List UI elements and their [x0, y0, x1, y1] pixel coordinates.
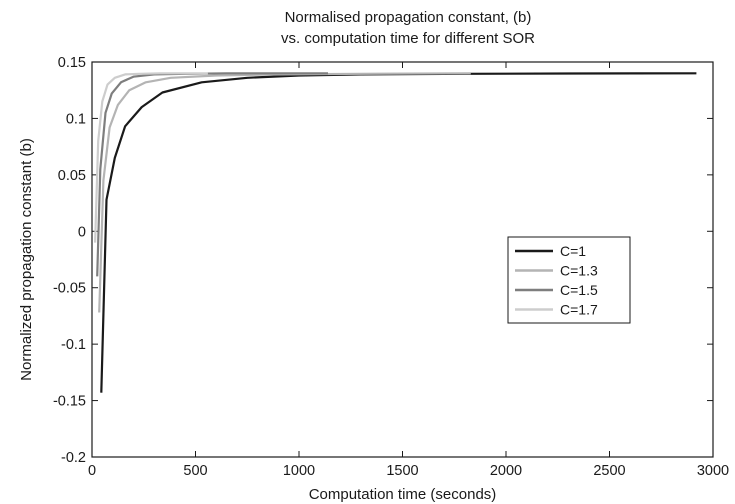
legend-label: C=1.3 — [560, 263, 598, 279]
y-tick-label: 0.05 — [58, 168, 86, 184]
y-tick-label: -0.1 — [61, 337, 86, 353]
axis-ticks: 0 500 1000 1500 2000 2500 3000 -0.2 -0.15 -0.1 -0.… — [53, 55, 729, 479]
legend: C=1 C=1.3 C=1.5 C=1.7 — [507, 236, 631, 324]
y-tick-label: -0.05 — [53, 281, 86, 297]
legend-label: C=1 — [560, 243, 586, 259]
chart-title-line-1: Normalised propagation constant, (b) — [285, 9, 532, 26]
y-axis-label: Normalized propagation constant (b) — [18, 138, 35, 381]
legend-label: C=1.7 — [560, 302, 598, 318]
x-axis-label: Computation time (seconds) — [309, 486, 497, 503]
series-line-1 — [98, 72, 471, 313]
y-tick-label: 0.1 — [66, 111, 86, 127]
x-tick-label: 3000 — [697, 463, 729, 479]
series-line-3 — [94, 72, 208, 243]
y-tick-label: 0.15 — [58, 55, 86, 71]
series-line-2 — [96, 72, 328, 277]
x-tick-label: 2000 — [490, 463, 522, 479]
x-tick-label: 1500 — [386, 463, 418, 479]
chart-title-line-2: vs. computation time for different SOR — [281, 30, 535, 47]
y-tick-label: 0 — [78, 224, 86, 240]
x-tick-label: 500 — [183, 463, 207, 479]
legend-label: C=1.5 — [560, 282, 598, 298]
series-line-0 — [100, 72, 697, 393]
x-tick-label: 0 — [88, 463, 96, 479]
x-tick-label: 1000 — [283, 463, 315, 479]
y-tick-label: -0.2 — [61, 450, 86, 466]
y-tick-label: -0.15 — [53, 394, 86, 410]
x-tick-label: 2500 — [593, 463, 625, 479]
series-lines — [94, 72, 697, 393]
